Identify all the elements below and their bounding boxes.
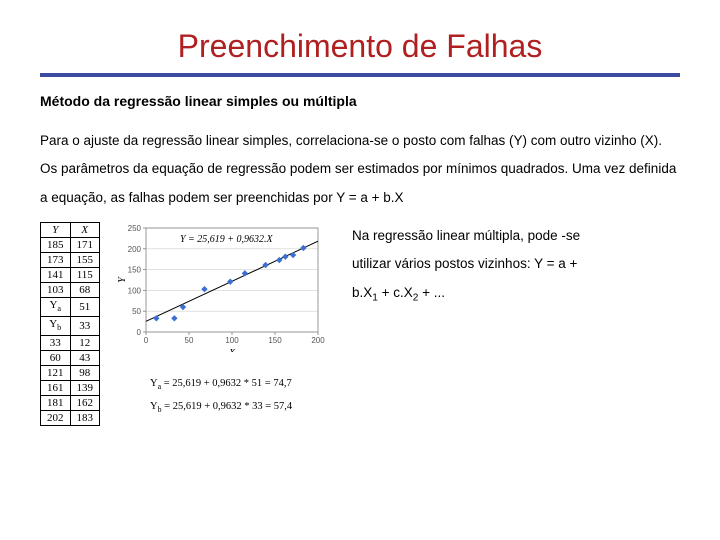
table-row: 173155 [41, 253, 100, 268]
table-cell: 43 [70, 351, 100, 366]
table-row: 141115 [41, 268, 100, 283]
table-header: X [70, 223, 100, 238]
svg-text:50: 50 [132, 307, 141, 316]
svg-text:100: 100 [225, 336, 239, 345]
svg-text:200: 200 [128, 245, 142, 254]
table-cell: 141 [41, 268, 71, 283]
chart-column: 0 50 100 150 200 0 50 100 150 200 250 X Y Y = 25,619… [110, 222, 330, 426]
table-cell: 12 [70, 336, 100, 351]
table-row: 3312 [41, 336, 100, 351]
calc-lines: Ya = 25,619 + 0,9632 * 51 = 74,7 Yb = 25… [150, 372, 330, 419]
table-cell: 181 [41, 396, 71, 411]
regression-equation: Y = 25,619 + 0,9632.X [180, 234, 273, 245]
body-paragraph: Para o ajuste da regressão linear simple… [40, 127, 680, 212]
table-cell: 185 [41, 238, 71, 253]
content-row: YX 18517117315514111510368Ya51Yb33331260… [40, 222, 720, 426]
table-cell: 33 [70, 317, 100, 336]
table-cell: 173 [41, 253, 71, 268]
svg-text:100: 100 [128, 286, 142, 295]
calc-line-a: Ya = 25,619 + 0,9632 * 51 = 74,7 [150, 372, 330, 395]
scatter-chart: 0 50 100 150 200 0 50 100 150 200 250 X Y Y = 25,619… [110, 222, 330, 352]
data-table: YX 18517117315514111510368Ya51Yb33331260… [40, 222, 100, 426]
table-cell: 103 [41, 283, 71, 298]
svg-text:0: 0 [144, 336, 149, 345]
table-cell: 33 [41, 336, 71, 351]
table-cell: 51 [70, 298, 100, 317]
table-cell: 115 [70, 268, 100, 283]
subtitle: Método da regressão linear simples ou mú… [40, 93, 680, 109]
svg-text:X: X [228, 348, 236, 352]
table-cell: 121 [41, 366, 71, 381]
calc-line-b: Yb = 25,619 + 0,9632 * 33 = 57,4 [150, 395, 330, 418]
table-cell: 139 [70, 381, 100, 396]
table-row: 181162 [41, 396, 100, 411]
table-cell: 161 [41, 381, 71, 396]
table-cell: 155 [70, 253, 100, 268]
table-row: Ya51 [41, 298, 100, 317]
table-row: 185171 [41, 238, 100, 253]
table-cell: 202 [41, 411, 71, 426]
table-row: Yb33 [41, 317, 100, 336]
table-wrap: YX 18517117315514111510368Ya51Yb33331260… [40, 222, 100, 426]
table-row: 12198 [41, 366, 100, 381]
page-title: Preenchimento de Falhas [178, 28, 543, 67]
table-row: 161139 [41, 381, 100, 396]
table-cell: 171 [70, 238, 100, 253]
table-cell: 60 [41, 351, 71, 366]
table-cell: Ya [41, 298, 71, 317]
title-rule [40, 73, 680, 77]
svg-text:150: 150 [128, 266, 142, 275]
table-cell: 183 [70, 411, 100, 426]
svg-text:200: 200 [311, 336, 325, 345]
svg-text:250: 250 [128, 224, 142, 233]
svg-text:150: 150 [268, 336, 282, 345]
side-paragraph: Na regressão linear múltipla, pode -se u… [352, 222, 592, 426]
table-cell: Yb [41, 317, 71, 336]
svg-text:0: 0 [137, 328, 142, 337]
table-row: 6043 [41, 351, 100, 366]
svg-text:50: 50 [185, 336, 194, 345]
table-cell: 68 [70, 283, 100, 298]
table-row: 10368 [41, 283, 100, 298]
table-cell: 162 [70, 396, 100, 411]
svg-text:Y: Y [117, 276, 128, 283]
table-header: Y [41, 223, 71, 238]
table-cell: 98 [70, 366, 100, 381]
table-row: 202183 [41, 411, 100, 426]
